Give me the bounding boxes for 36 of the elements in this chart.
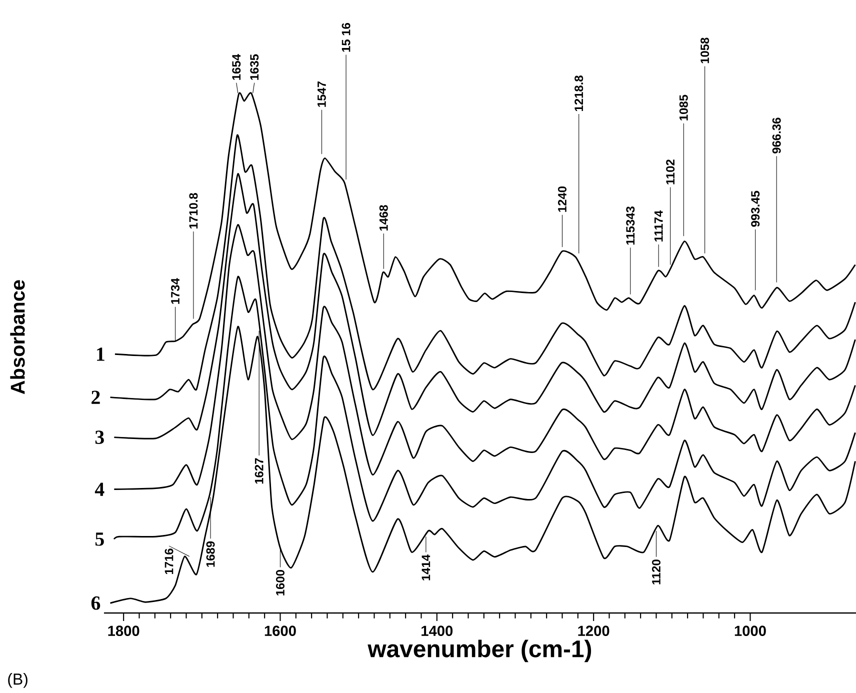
annotation: 1058 xyxy=(700,38,710,64)
annotation: 1716 xyxy=(164,548,174,574)
series-label: 1 xyxy=(97,348,104,361)
annotation: 1689 xyxy=(206,541,215,567)
annotation: 1414 xyxy=(422,554,430,580)
annotation: 1468 xyxy=(379,205,388,231)
x-tick-label: 1600 xyxy=(264,626,296,636)
series-label: 6 xyxy=(91,596,100,610)
annotation: 11174 xyxy=(654,210,663,242)
annotation: 115343 xyxy=(626,206,635,245)
annotation: 1635 xyxy=(250,54,259,80)
series-label: 5 xyxy=(95,532,104,546)
series-label: 4 xyxy=(94,482,104,496)
annotation: 1102 xyxy=(666,160,675,184)
series-label: 3 xyxy=(95,430,104,444)
annotation: 1710.8 xyxy=(189,193,198,228)
y-axis-title: Absorbance xyxy=(10,280,25,394)
annotation: 1240 xyxy=(558,186,566,212)
annotation: 966.36 xyxy=(772,118,781,154)
x-tick-label: 1400 xyxy=(422,626,453,636)
annotation: 1654 xyxy=(232,54,241,80)
annotation: 15 16 xyxy=(342,23,350,52)
x-tick-label: 1200 xyxy=(578,626,610,636)
annotation: 1120 xyxy=(652,560,660,584)
annotation: 1734 xyxy=(171,278,180,304)
annotation: 1600 xyxy=(276,570,284,596)
series-label: 2 xyxy=(92,390,100,404)
annotation: 1218.8 xyxy=(574,76,584,111)
text: (B) xyxy=(8,673,28,688)
annotation: 1547 xyxy=(318,82,326,107)
annotation: 1627 xyxy=(254,458,264,484)
x-tick-label: 1800 xyxy=(108,626,140,636)
annotation: 993.45 xyxy=(751,190,760,227)
x-axis-title: wavenumber (cm-1) xyxy=(368,640,592,662)
x-tick-label: 1000 xyxy=(734,626,766,636)
annotation: 1085 xyxy=(679,94,688,120)
